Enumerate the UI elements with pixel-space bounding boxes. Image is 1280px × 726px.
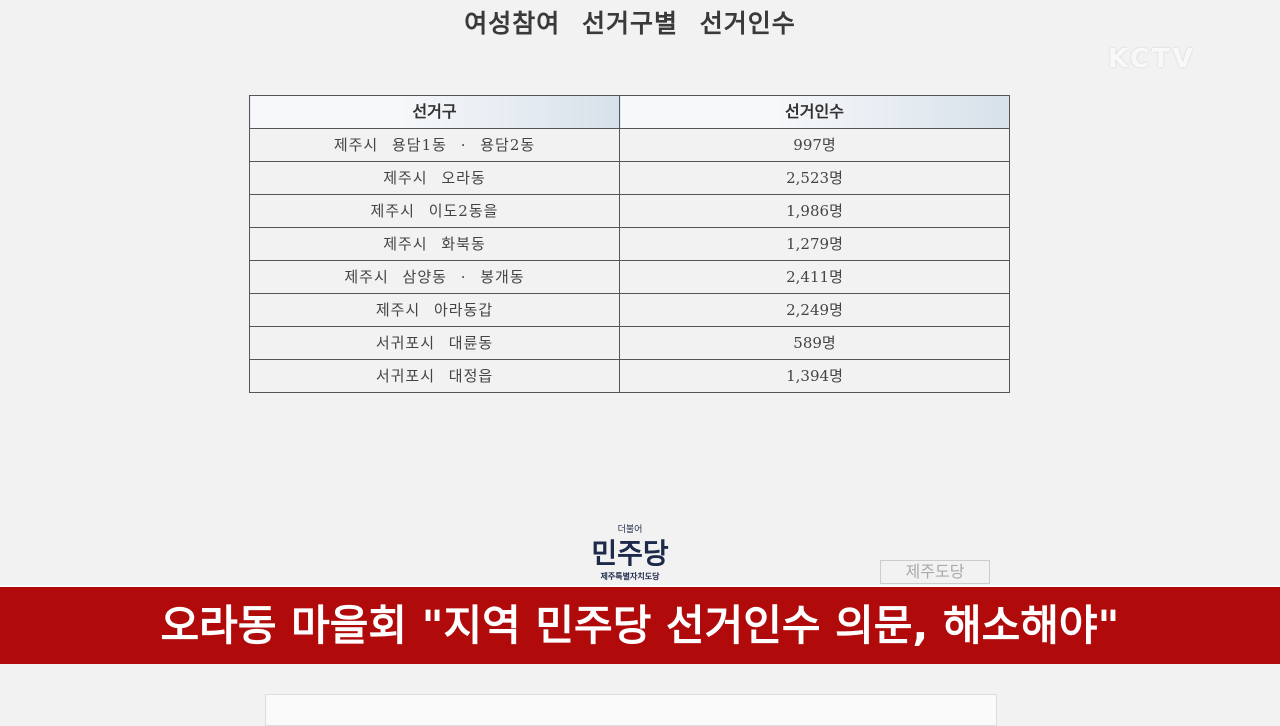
voters-table: 선거구 선거인수 제주시 용담1동 · 용담2동 997명 제주시 오라동 2,523… <box>249 95 1010 393</box>
table-row: 서귀포시 대륜동 589명 <box>249 326 1010 360</box>
logo-main: 민주당 <box>591 537 669 570</box>
header-voters: 선거인수 <box>619 95 1010 129</box>
district-cell: 제주시 오라동 <box>249 161 620 195</box>
broadcaster-logo: KCTV <box>1108 44 1196 74</box>
district-cell: 제주시 용담1동 · 용담2동 <box>249 128 620 162</box>
table-row: 제주시 오라동 2,523명 <box>249 161 1010 195</box>
table-row: 제주시 화북동 1,279명 <box>249 227 1010 261</box>
seal-stamp: 제주도당 <box>880 560 990 584</box>
logo-sub: 제주특별자치도당 <box>600 572 660 581</box>
document-title: 여성참여 선거구별 선거인수 <box>464 9 796 38</box>
district-cell: 제주시 이도2동을 <box>249 194 620 228</box>
voters-cell: 1,279명 <box>619 227 1010 261</box>
table-row: 제주시 삼양동 · 봉개동 2,411명 <box>249 260 1010 294</box>
voters-cell: 589명 <box>619 326 1010 360</box>
table-row: 제주시 용담1동 · 용담2동 997명 <box>249 128 1010 162</box>
news-caption: 오라동 마을회 "지역 민주당 선거인수 의문, 해소해야" <box>0 585 1280 664</box>
logo-small: 더불어 <box>617 525 643 535</box>
header-district: 선거구 <box>249 95 620 129</box>
voters-cell: 2,411명 <box>619 260 1010 294</box>
paper-edge <box>265 694 997 726</box>
voters-cell: 1,986명 <box>619 194 1010 228</box>
table-row: 제주시 이도2동을 1,986명 <box>249 194 1010 228</box>
voters-cell: 2,523명 <box>619 161 1010 195</box>
district-cell: 서귀포시 대륜동 <box>249 326 620 360</box>
district-cell: 제주시 아라동갑 <box>249 293 620 327</box>
voters-cell: 2,249명 <box>619 293 1010 327</box>
voters-cell: 997명 <box>619 128 1010 162</box>
district-cell: 제주시 삼양동 · 봉개동 <box>249 260 620 294</box>
table-row: 서귀포시 대정읍 1,394명 <box>249 359 1010 393</box>
district-cell: 제주시 화북동 <box>249 227 620 261</box>
party-logo: 더불어 민주당 제주특별자치도당 <box>575 524 685 583</box>
table-row: 제주시 아라동갑 2,249명 <box>249 293 1010 327</box>
voters-cell: 1,394명 <box>619 359 1010 393</box>
district-cell: 서귀포시 대정읍 <box>249 359 620 393</box>
